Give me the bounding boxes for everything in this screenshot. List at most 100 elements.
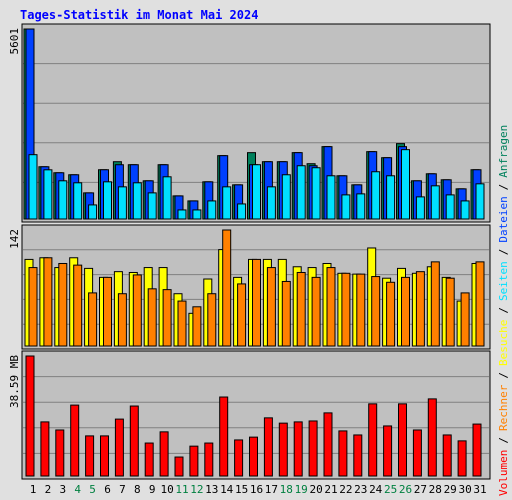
bar [207, 293, 217, 347]
bar [237, 283, 247, 347]
legend-label: Rechner [497, 384, 510, 431]
bar [281, 280, 291, 347]
legend-label: Dateien [497, 196, 510, 242]
bar [234, 439, 244, 477]
bar [58, 180, 68, 220]
bar [341, 194, 351, 220]
legend-label: Seiten [497, 261, 510, 301]
x-tick-label: 29 [444, 483, 457, 496]
bar [341, 272, 351, 347]
x-tick-label: 12 [190, 483, 203, 496]
bar [386, 281, 396, 347]
bar [460, 200, 470, 220]
legend-separator: / [497, 307, 510, 314]
x-tick-label: 5 [89, 483, 96, 496]
x-tick-label: 26 [399, 483, 412, 496]
bar [70, 404, 80, 477]
y-max-label: 142 [8, 229, 21, 249]
bar [401, 149, 410, 220]
x-tick-label: 25 [384, 483, 397, 496]
bar [222, 186, 232, 220]
bar [129, 405, 139, 477]
bar [266, 267, 276, 347]
bar [144, 442, 154, 477]
bar [55, 429, 65, 477]
chart-title: Tages-Statistik im Monat Mai 2024 [20, 8, 258, 22]
bar [263, 417, 273, 477]
bar [162, 289, 172, 347]
x-tick-label: 17 [265, 483, 278, 496]
legend-separator: / [497, 437, 510, 444]
bar [103, 181, 112, 220]
bar [117, 186, 127, 220]
x-tick-label: 27 [414, 483, 427, 496]
x-tick-label: 20 [309, 483, 322, 496]
bar [192, 209, 202, 220]
x-tick-label: 23 [354, 483, 367, 496]
bar [401, 276, 410, 347]
bar [249, 436, 258, 477]
bar [219, 396, 229, 477]
bar [281, 174, 291, 220]
bar [162, 176, 172, 220]
bar [415, 271, 425, 347]
bar [415, 196, 425, 220]
bar [132, 274, 142, 347]
x-tick-label: 7 [119, 483, 126, 496]
bar [28, 267, 38, 347]
bar [326, 175, 336, 220]
bar [73, 182, 83, 220]
bar [427, 398, 437, 477]
bar [412, 429, 422, 477]
bar [311, 276, 321, 347]
bar [103, 276, 112, 347]
x-tick-label: 22 [339, 483, 352, 496]
bar [147, 192, 157, 220]
bar [442, 434, 452, 477]
bar [73, 264, 83, 347]
bar [252, 164, 261, 220]
legend: Volumen / Rechner / Besuche / Seiten / Dateien / A… [497, 125, 510, 496]
bar [296, 271, 306, 347]
x-tick-label: 30 [458, 483, 471, 496]
bar [189, 445, 199, 477]
bar [383, 425, 393, 477]
legend-label: Volumen [497, 450, 510, 496]
x-tick-label: 11 [175, 483, 188, 496]
bar [88, 292, 98, 347]
bar [177, 300, 187, 347]
bar [204, 442, 214, 477]
bar [40, 421, 50, 477]
x-tick-label: 8 [134, 483, 141, 496]
bar [159, 431, 169, 477]
x-tick-label: 9 [149, 483, 156, 496]
bar [192, 306, 202, 347]
bar [445, 194, 455, 220]
bar [237, 203, 247, 220]
bar [278, 422, 288, 477]
bar [114, 418, 124, 477]
bar [398, 403, 407, 477]
legend-separator: / [497, 249, 510, 256]
bar [371, 171, 381, 220]
bar [353, 434, 363, 477]
bar [43, 169, 53, 220]
x-tick-label: 13 [205, 483, 218, 496]
bar [445, 277, 455, 347]
bar [25, 355, 35, 477]
x-tick-label: 2 [45, 483, 52, 496]
x-tick-label: 15 [235, 483, 248, 496]
y-max-label: 38.59 MB [8, 355, 21, 408]
legend-label: Besuche [497, 320, 510, 366]
bar [386, 175, 396, 220]
x-tick-label: 14 [220, 483, 234, 496]
legend-separator: / [497, 184, 510, 191]
x-tick-label: 24 [369, 483, 383, 496]
bar [356, 193, 366, 220]
bar [100, 435, 109, 477]
bar [356, 273, 366, 347]
bar [475, 183, 485, 220]
x-tick-label: 18 [280, 483, 293, 496]
bar [266, 186, 276, 220]
